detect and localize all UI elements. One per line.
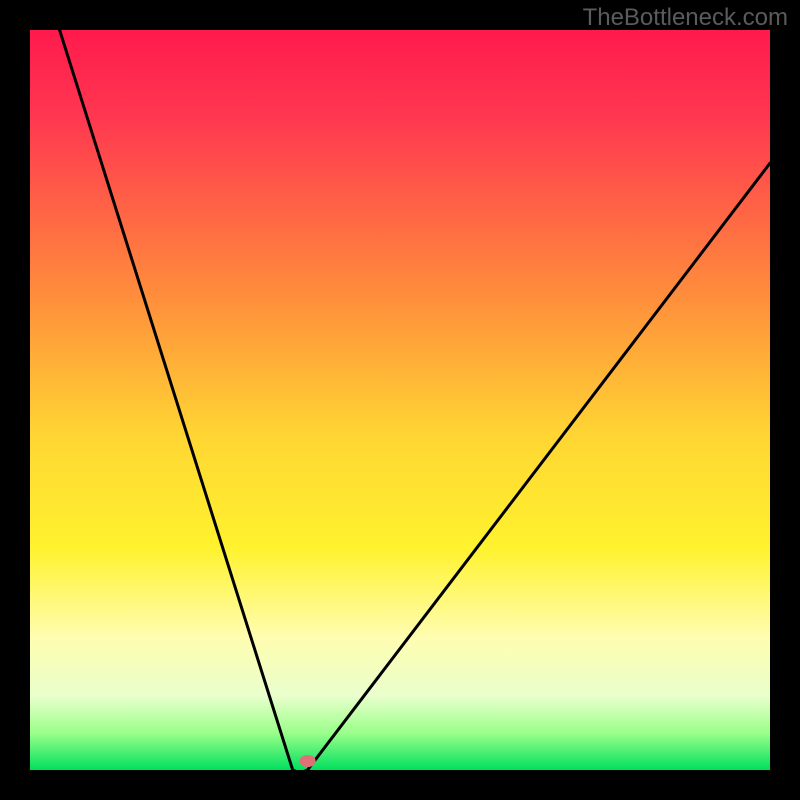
dip-marker [299, 755, 316, 767]
watermark-text: TheBottleneck.com [583, 4, 788, 32]
curve-path [60, 30, 770, 770]
bottleneck-curve [30, 30, 770, 770]
plot-area [30, 30, 770, 770]
